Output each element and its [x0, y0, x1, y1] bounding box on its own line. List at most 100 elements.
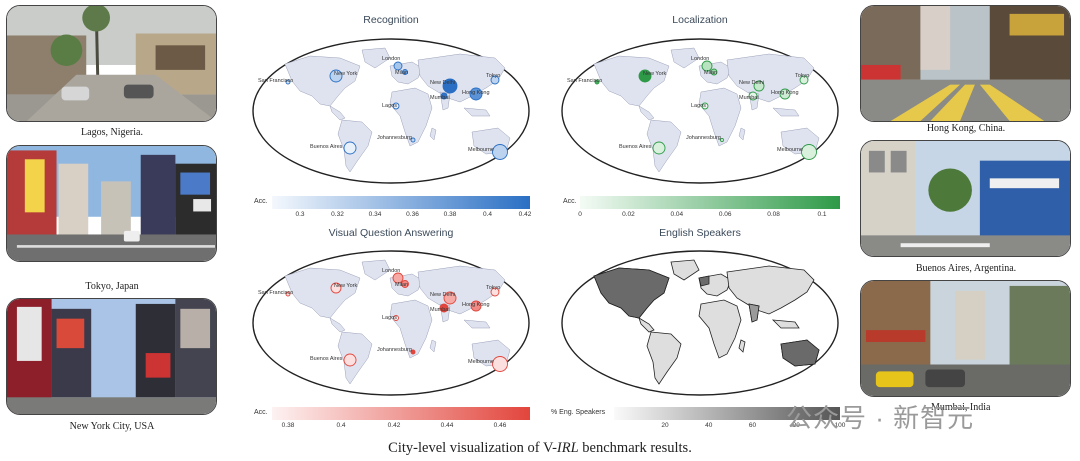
city-marker-loc-tokyo: [799, 75, 809, 85]
tick-vqa-1: 0.4: [336, 422, 346, 429]
city-label-rec-sf: San Francisco: [258, 78, 294, 84]
tick-english-3: 80: [792, 422, 800, 429]
tick-localization-3: 0.06: [718, 211, 732, 218]
city-label-rec-tokyo: Tokyo: [486, 73, 501, 79]
caption-prefix: City-level visualization of V-: [388, 440, 557, 456]
city-label-loc-newdelhi: New Delhi: [739, 80, 765, 86]
watermark: 公众号 · 新智元: [786, 403, 975, 433]
city-label-loc-tokyo: Tokyo: [795, 73, 810, 79]
tick-english-4: 100: [834, 422, 846, 429]
map-vqa: [250, 248, 532, 398]
city-label-vqa-johannesburg: Johannesburg: [377, 347, 412, 353]
colorbar-localization: [580, 196, 840, 209]
city-marker-rec-lagos: [392, 102, 400, 110]
city-marker-rec-mumbai: [440, 92, 448, 100]
australia-region: [780, 339, 820, 367]
city-label-rec-ny: New York: [334, 71, 358, 77]
tick-recognition-5: 0.4: [482, 211, 493, 218]
tick-vqa-3: 0.44: [440, 422, 454, 429]
caption-buenos-aires: Buenos Aires, Argentina.: [915, 263, 1017, 274]
city-label-vqa-tokyo: Tokyo: [486, 285, 501, 291]
cbar-label-vqa: Acc.: [254, 409, 268, 416]
photo-mumbai: [860, 280, 1071, 397]
tick-recognition-3: 0.36: [406, 211, 419, 218]
tick-vqa-0: 0.38: [281, 422, 295, 429]
caption-italic: IRL: [556, 440, 579, 456]
city-label-loc-sf: San Francisco: [567, 78, 603, 84]
city-label-rec-johannesburg: Johannesburg: [377, 135, 412, 141]
city-marker-vqa-buenosaires: [343, 353, 357, 367]
city-marker-rec-tokyo: [490, 75, 500, 85]
cbar-label-localization: Acc.: [563, 198, 577, 205]
city-label-rec-melbourne: Melbourne: [468, 147, 494, 153]
cbar-label-recognition: Acc.: [254, 198, 268, 205]
city-marker-rec-johannesburg: [410, 137, 416, 143]
colorbar-vqa: [272, 407, 530, 420]
city-marker-loc-milan: [710, 68, 718, 76]
india-region: [748, 303, 760, 323]
tick-english-2: 60: [748, 422, 757, 429]
city-marker-vqa-hongkong: [470, 300, 482, 312]
city-marker-loc-sf: [594, 79, 600, 85]
city-marker-vqa-ny: [330, 282, 342, 294]
tick-vqa-4: 0.46: [493, 422, 507, 429]
colorbar-recognition: [272, 196, 530, 209]
tick-recognition-4: 0.38: [443, 211, 457, 218]
tick-localization-4: 0.08: [767, 211, 780, 218]
tick-localization-5: 0.1: [817, 211, 827, 218]
city-marker-vqa-melbourne: [492, 356, 508, 372]
city-marker-rec-newdelhi: [442, 78, 458, 94]
city-marker-rec-melbourne: [492, 144, 508, 160]
figure-caption: City-level visualization of V-IRL benchm…: [0, 440, 1080, 457]
city-marker-loc-melbourne: [801, 144, 817, 160]
city-marker-rec-ny: [329, 69, 343, 83]
tick-localization-2: 0.04: [670, 211, 684, 218]
tick-recognition-2: 0.34: [368, 211, 382, 218]
city-label-vqa-hongkong: Hong Kong: [462, 302, 490, 308]
city-label-vqa-mumbai: Mumbai: [430, 307, 450, 313]
city-label-loc-buenosaires: Buenos Aires: [619, 144, 652, 150]
city-marker-loc-hongkong: [779, 88, 791, 100]
city-label-rec-hongkong: Hong Kong: [462, 90, 490, 96]
city-label-loc-hongkong: Hong Kong: [771, 90, 799, 96]
city-marker-rec-milan: [402, 69, 408, 75]
city-label-loc-johannesburg: Johannesburg: [686, 135, 721, 141]
tick-recognition-0: 0.3: [295, 211, 305, 218]
uk-region: [698, 275, 710, 287]
title-recognition: Recognition: [363, 14, 419, 26]
city-label-loc-milan: Milan: [704, 70, 718, 76]
city-label-vqa-milan: Milan: [395, 282, 409, 288]
city-marker-loc-mumbai: [748, 91, 758, 101]
caption-suffix: benchmark results.: [578, 440, 692, 456]
tick-recognition-6: 0.42: [518, 211, 532, 218]
caption-hong-kong: Hong Kong, China.: [926, 123, 1006, 134]
caption-new-york: New York City, USA: [69, 421, 155, 432]
city-label-vqa-buenosaires: Buenos Aires: [310, 356, 343, 362]
city-label-loc-lagos: Lagos: [691, 103, 706, 109]
city-marker-vqa-milan: [401, 280, 409, 288]
city-label-rec-london: London: [382, 56, 401, 62]
city-label-vqa-sf: San Francisco: [258, 290, 294, 296]
tick-recognition-1: 0.32: [331, 211, 344, 218]
tick-localization-1: 0.02: [622, 211, 635, 218]
map-localization: [559, 36, 841, 186]
photo-buenos-aires: [860, 140, 1071, 257]
colorbar-english: [614, 407, 840, 420]
city-marker-loc-buenosaires: [652, 141, 666, 155]
city-marker-vqa-newdelhi: [443, 291, 457, 305]
tick-localization-0: 0: [578, 211, 582, 218]
photo-new-york: [6, 298, 217, 415]
title-english: English Speakers: [659, 227, 741, 239]
city-marker-vqa-lagos: [393, 315, 399, 321]
city-marker-loc-johannesburg: [720, 138, 724, 142]
city-marker-vqa-sf: [285, 291, 291, 297]
caption-tokyo: Tokyo, Japan: [85, 281, 139, 292]
cbar-label-english: % Eng. Speakers: [551, 409, 606, 416]
north-america-region: [593, 267, 670, 319]
city-label-loc-london: London: [691, 56, 710, 62]
city-marker-rec-london: [393, 61, 403, 71]
city-marker-vqa-mumbai: [439, 303, 449, 313]
city-label-rec-newdelhi: New Delhi: [430, 80, 456, 86]
photo-lagos: [6, 5, 217, 122]
city-label-vqa-london: London: [382, 268, 401, 274]
